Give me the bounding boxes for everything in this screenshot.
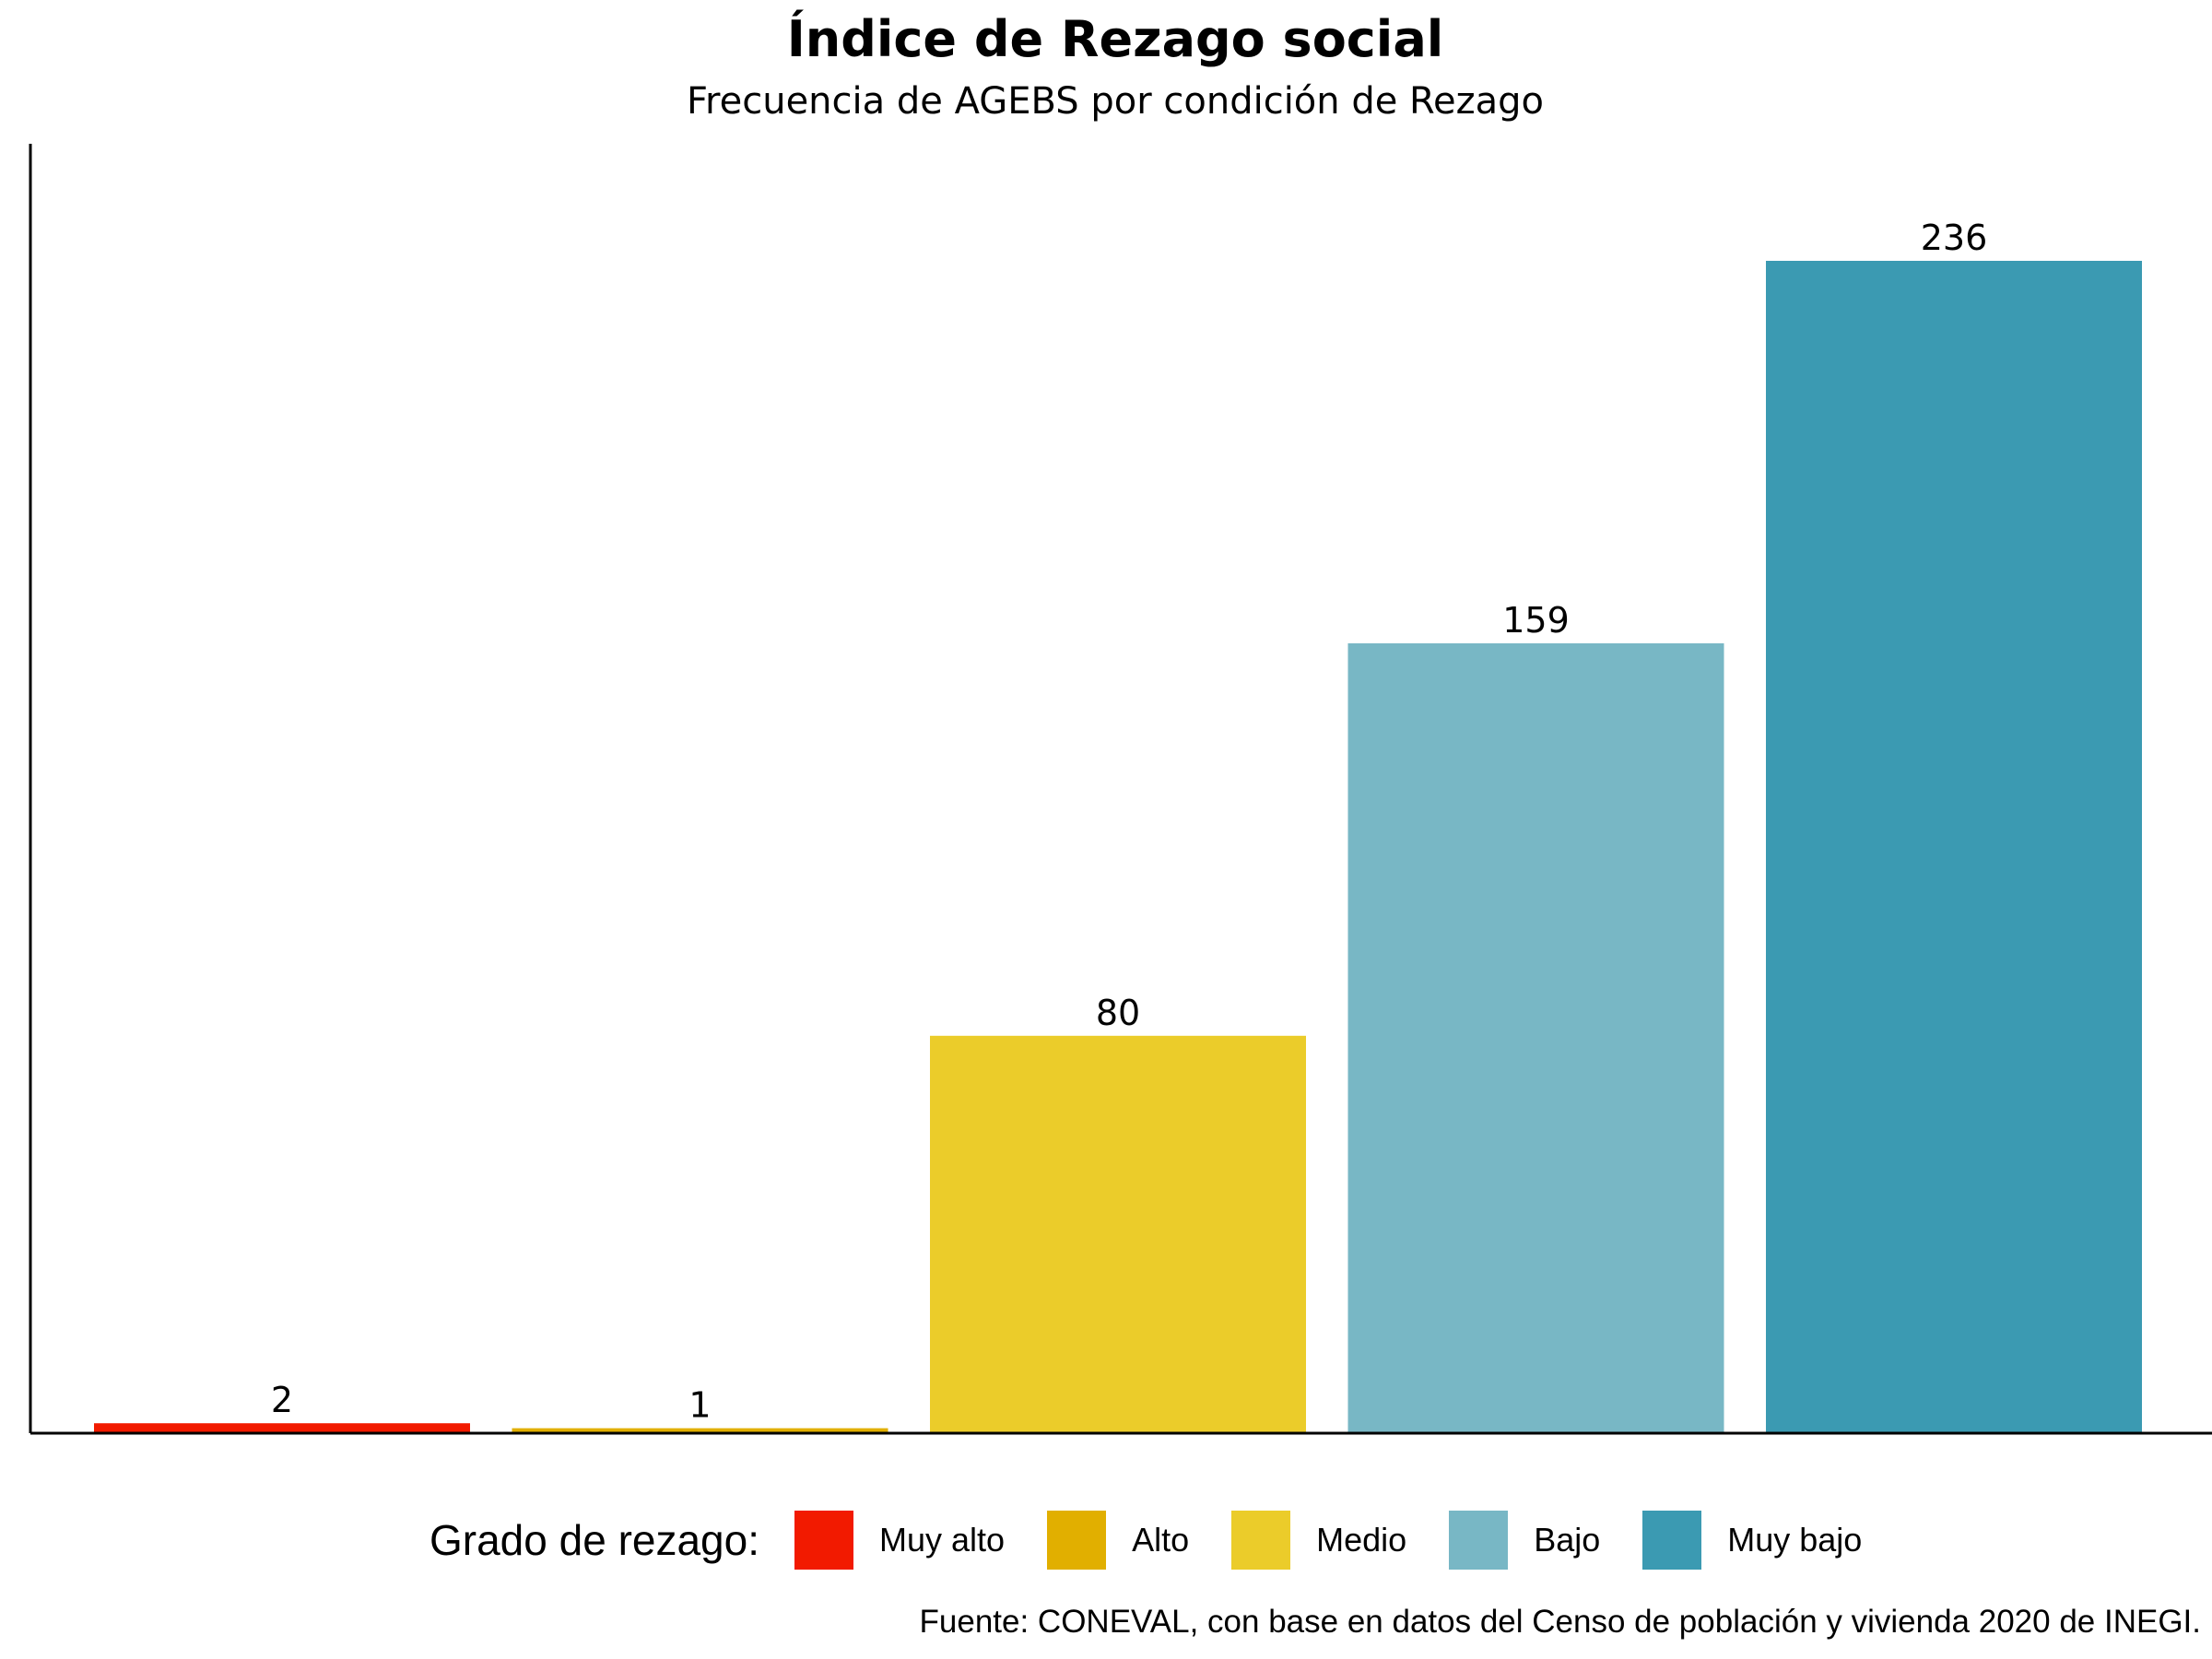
- bar-muy-bajo: [1766, 261, 2142, 1433]
- legend-swatch: [1642, 1511, 1702, 1570]
- data-labels-group: 2 1 80 159 236: [271, 218, 1987, 1426]
- legend-label: Muy bajo: [1727, 1521, 1863, 1559]
- legend-item-alto: Alto: [1047, 1511, 1189, 1570]
- legend-swatch: [1231, 1511, 1291, 1570]
- legend: Grado de rezago: Muy alto Alto Medio Bajo Mu…: [429, 1508, 1904, 1572]
- source-caption: Fuente: CONEVAL, con base en datos del C…: [919, 1604, 2201, 1640]
- legend-item-muy-bajo: Muy bajo: [1642, 1511, 1862, 1570]
- legend-title: Grado de rezago:: [429, 1516, 760, 1564]
- legend-swatch: [1449, 1511, 1509, 1570]
- data-label-medio: 80: [1096, 993, 1140, 1033]
- legend-swatch: [1047, 1511, 1107, 1570]
- bars-group: [94, 261, 2142, 1433]
- legend-item-medio: Medio: [1231, 1511, 1406, 1570]
- plot-area: 2 1 80 159 236: [29, 144, 2212, 1435]
- bar-muy-alto: [94, 1423, 470, 1433]
- data-label-bajo: 159: [1502, 600, 1570, 641]
- legend-item-muy-alto: Muy alto: [794, 1511, 1005, 1570]
- legend-label: Muy alto: [879, 1521, 1006, 1559]
- bar-alto: [512, 1428, 888, 1433]
- legend-items: Muy alto Alto Medio Bajo Muy bajo: [794, 1511, 1904, 1570]
- data-label-muy-alto: 2: [271, 1380, 293, 1420]
- bar-bajo: [1347, 643, 1724, 1433]
- legend-label: Medio: [1316, 1521, 1407, 1559]
- bar-medio: [930, 1035, 1306, 1433]
- chart-subtitle: Frecuencia de AGEBS por condición de Rez…: [686, 80, 1545, 123]
- legend-swatch: [794, 1511, 854, 1570]
- legend-label: Bajo: [1534, 1521, 1601, 1559]
- data-label-alto: 1: [688, 1385, 711, 1426]
- legend-label: Alto: [1132, 1521, 1190, 1559]
- legend-item-bajo: Bajo: [1449, 1511, 1600, 1570]
- chart-title: Índice de Rezago social: [786, 10, 1444, 68]
- data-label-muy-bajo: 236: [1921, 218, 1988, 258]
